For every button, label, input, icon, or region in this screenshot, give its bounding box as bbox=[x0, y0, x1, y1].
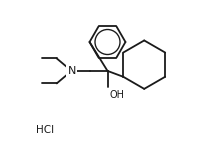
Text: OH: OH bbox=[110, 90, 125, 100]
Text: N: N bbox=[67, 66, 76, 76]
Text: HCl: HCl bbox=[36, 125, 55, 135]
